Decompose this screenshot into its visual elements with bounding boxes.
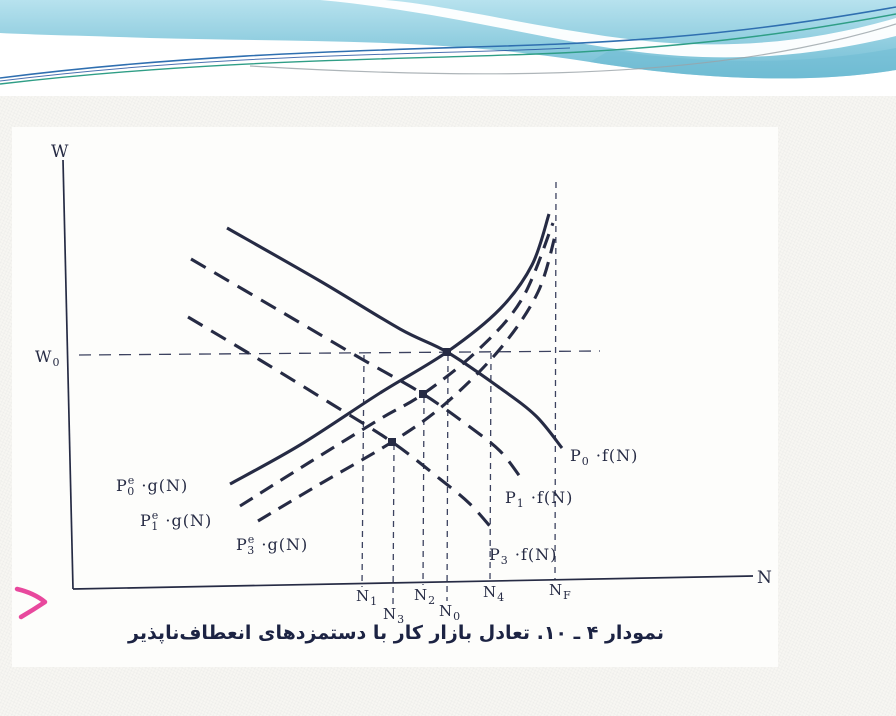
accent-line-teal (0, 13, 896, 85)
guide-N1 (361, 354, 365, 588)
curve-label-P0_fN: P0 ·f(N) (570, 446, 638, 468)
curve-P3_fN (187, 315, 496, 533)
curve-P3e_gN (257, 231, 558, 523)
tick-label-NF: NF (549, 581, 572, 602)
curve-label-P1e_gN: Pe 1 ·g(N) (140, 509, 212, 533)
guide-N4 (489, 352, 492, 582)
white-swoosh (320, 0, 896, 58)
figure-caption: نمودار ۴ ـ ۱۰. تعادل بازار کار با دستمزد… (128, 622, 664, 644)
accent-line-blue (0, 6, 896, 79)
w0-label: W0 (35, 347, 60, 369)
tick-label-N0: N0 (439, 602, 461, 623)
curve-P1_fN (190, 257, 523, 479)
guide-NF (554, 181, 557, 580)
decorative-wave-banner (0, 0, 896, 96)
tick-label-N3: N3 (383, 605, 405, 626)
scanned-figure: W0 N1 N3 N2 N0 N4 NF Pe 0 ·g(N) Pe 1 ·g(N) Pe 3 ·g(N… (12, 127, 778, 667)
tick-label-N1: N1 (356, 587, 378, 608)
curve-label-P1_fN: P1 ·f(N) (505, 488, 573, 510)
y-axis-label: W (51, 142, 69, 162)
equilibrium-dot (388, 438, 396, 446)
aqua-deep-band (590, 48, 896, 79)
curve-P1e_gN (239, 222, 555, 508)
tick-label-N4: N4 (483, 583, 505, 604)
curve-label-P3e_gN: Pe 3 ·g(N) (236, 533, 308, 557)
pen-mark (14, 586, 48, 620)
equilibrium-dot (443, 348, 451, 356)
guide-N3 (392, 443, 395, 605)
tick-label-N2: N2 (414, 586, 436, 607)
guide-N0 (446, 354, 449, 602)
accent-line-gray (249, 23, 896, 75)
curve-P0_fN (226, 226, 564, 449)
w0-guide-line (78, 350, 601, 356)
curve-label-P3_fN: P3 ·f(N) (489, 545, 557, 567)
curve-label-P0e_gN: Pe 0 ·g(N) (116, 474, 188, 498)
x-axis-label: N (757, 568, 773, 588)
accent-line-dark-blue (0, 47, 571, 82)
guide-N2 (422, 396, 425, 586)
equilibrium-dot (419, 390, 427, 398)
x-axis (72, 575, 754, 590)
y-axis (62, 159, 74, 590)
